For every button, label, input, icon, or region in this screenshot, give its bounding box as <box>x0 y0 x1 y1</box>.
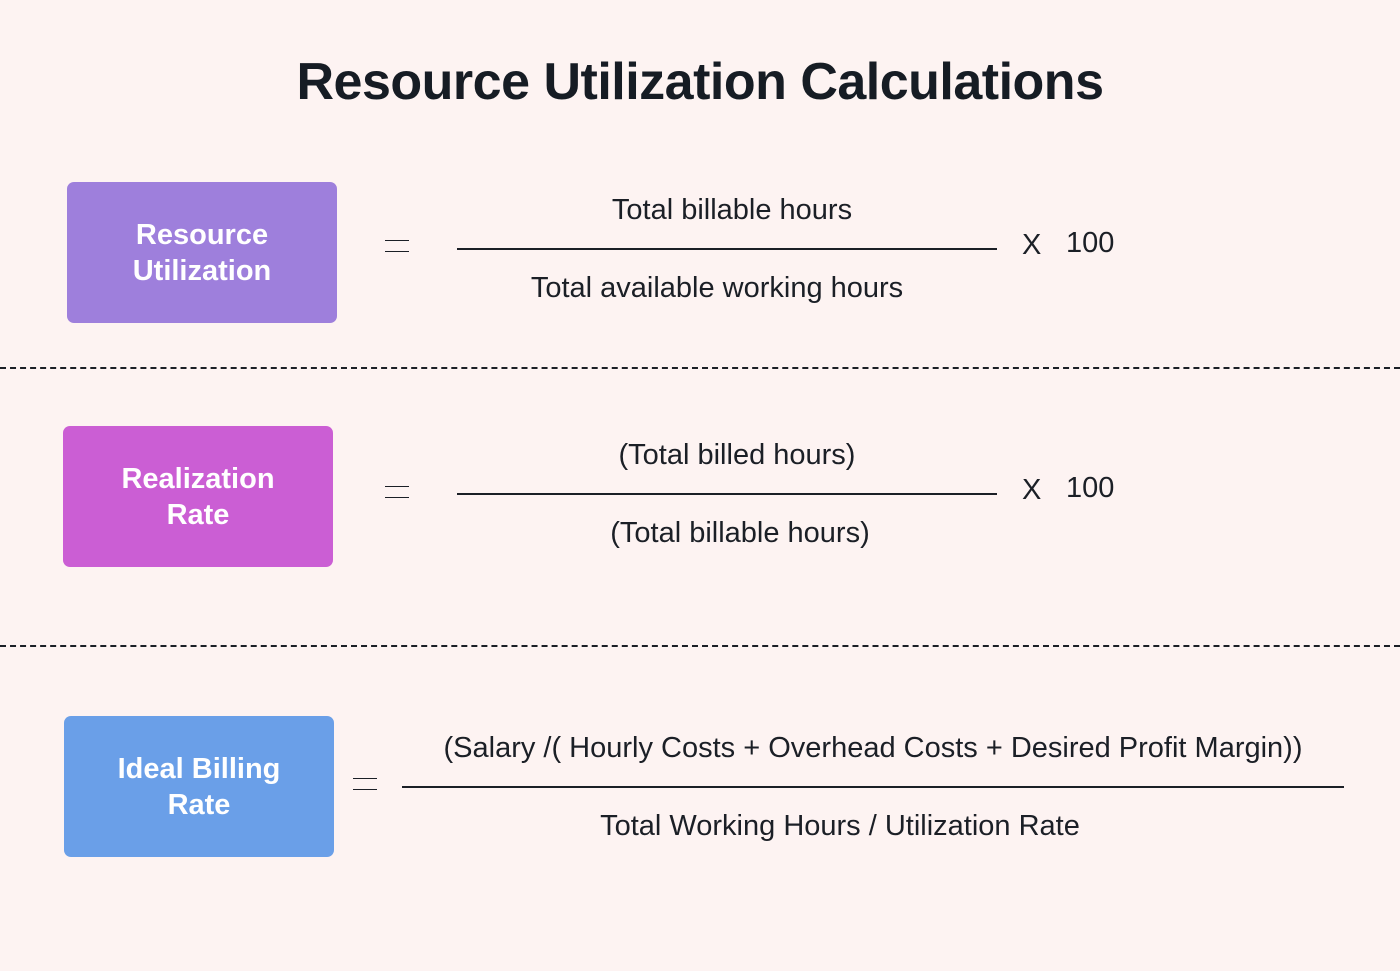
label-line: Realization <box>121 462 275 495</box>
ideal-billing-rate-denominator: Total Working Hours / Utilization Rate <box>600 810 1080 842</box>
fraction-line <box>457 248 997 250</box>
multiply-symbol: X <box>1022 474 1042 506</box>
dashed-divider <box>0 645 1400 647</box>
ideal-billing-rate-label-box: Ideal Billing Rate <box>64 716 334 857</box>
label-line: Rate <box>166 498 230 531</box>
label-line: Resource <box>135 218 269 251</box>
dashed-divider <box>0 367 1400 369</box>
equals-sign <box>385 486 409 498</box>
fraction-line <box>402 786 1344 788</box>
equals-sign <box>353 778 377 790</box>
resource-utilization-denominator: Total available working hours <box>530 272 904 304</box>
label-line: Utilization <box>132 254 272 287</box>
realization-rate-label-box: Realization Rate <box>63 426 333 567</box>
realization-rate-numerator: (Total billed hours) <box>618 439 856 471</box>
multiply-symbol: X <box>1022 229 1042 261</box>
page-title: Resource Utilization Calculations <box>296 53 1105 111</box>
label-line: Rate <box>167 788 231 821</box>
ideal-billing-rate-numerator: (Salary /( Hourly Costs + Overhead Costs… <box>443 732 1303 764</box>
resource-utilization-label-box: Resource Utilization <box>67 182 337 323</box>
multiplier-value: 100 <box>1066 227 1115 259</box>
fraction-line <box>457 493 997 495</box>
equals-sign <box>385 240 409 252</box>
label-line: Ideal Billing <box>117 752 281 785</box>
realization-rate-denominator: (Total billable hours) <box>610 517 870 549</box>
resource-utilization-numerator: Total billable hours <box>611 194 853 226</box>
multiplier-value: 100 <box>1066 472 1115 504</box>
